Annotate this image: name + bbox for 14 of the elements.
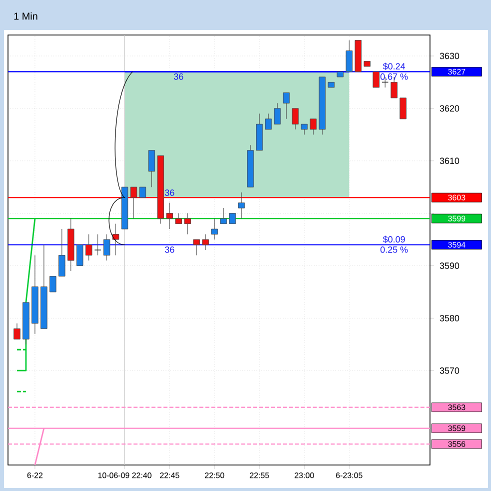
chart-title: 1 Min [14,12,38,20]
y-tick-label: 3620 [440,105,460,112]
y-tick-label: 3580 [440,314,460,322]
y-tick-label: 3610 [440,158,460,164]
y-tick-label: 3570 [440,367,460,374]
annotation: 0.67 % [380,73,408,80]
annotation: 36 [164,190,174,196]
annotation: 36 [164,246,174,253]
annotation: 36 [174,73,184,80]
y-tick-label: 3630 [440,52,460,60]
annotation: 0.25 % [380,246,408,253]
y-tick-label: 3590 [440,262,460,269]
annotation: $0.24 [382,62,406,70]
annotation: $0.09 [382,236,405,244]
